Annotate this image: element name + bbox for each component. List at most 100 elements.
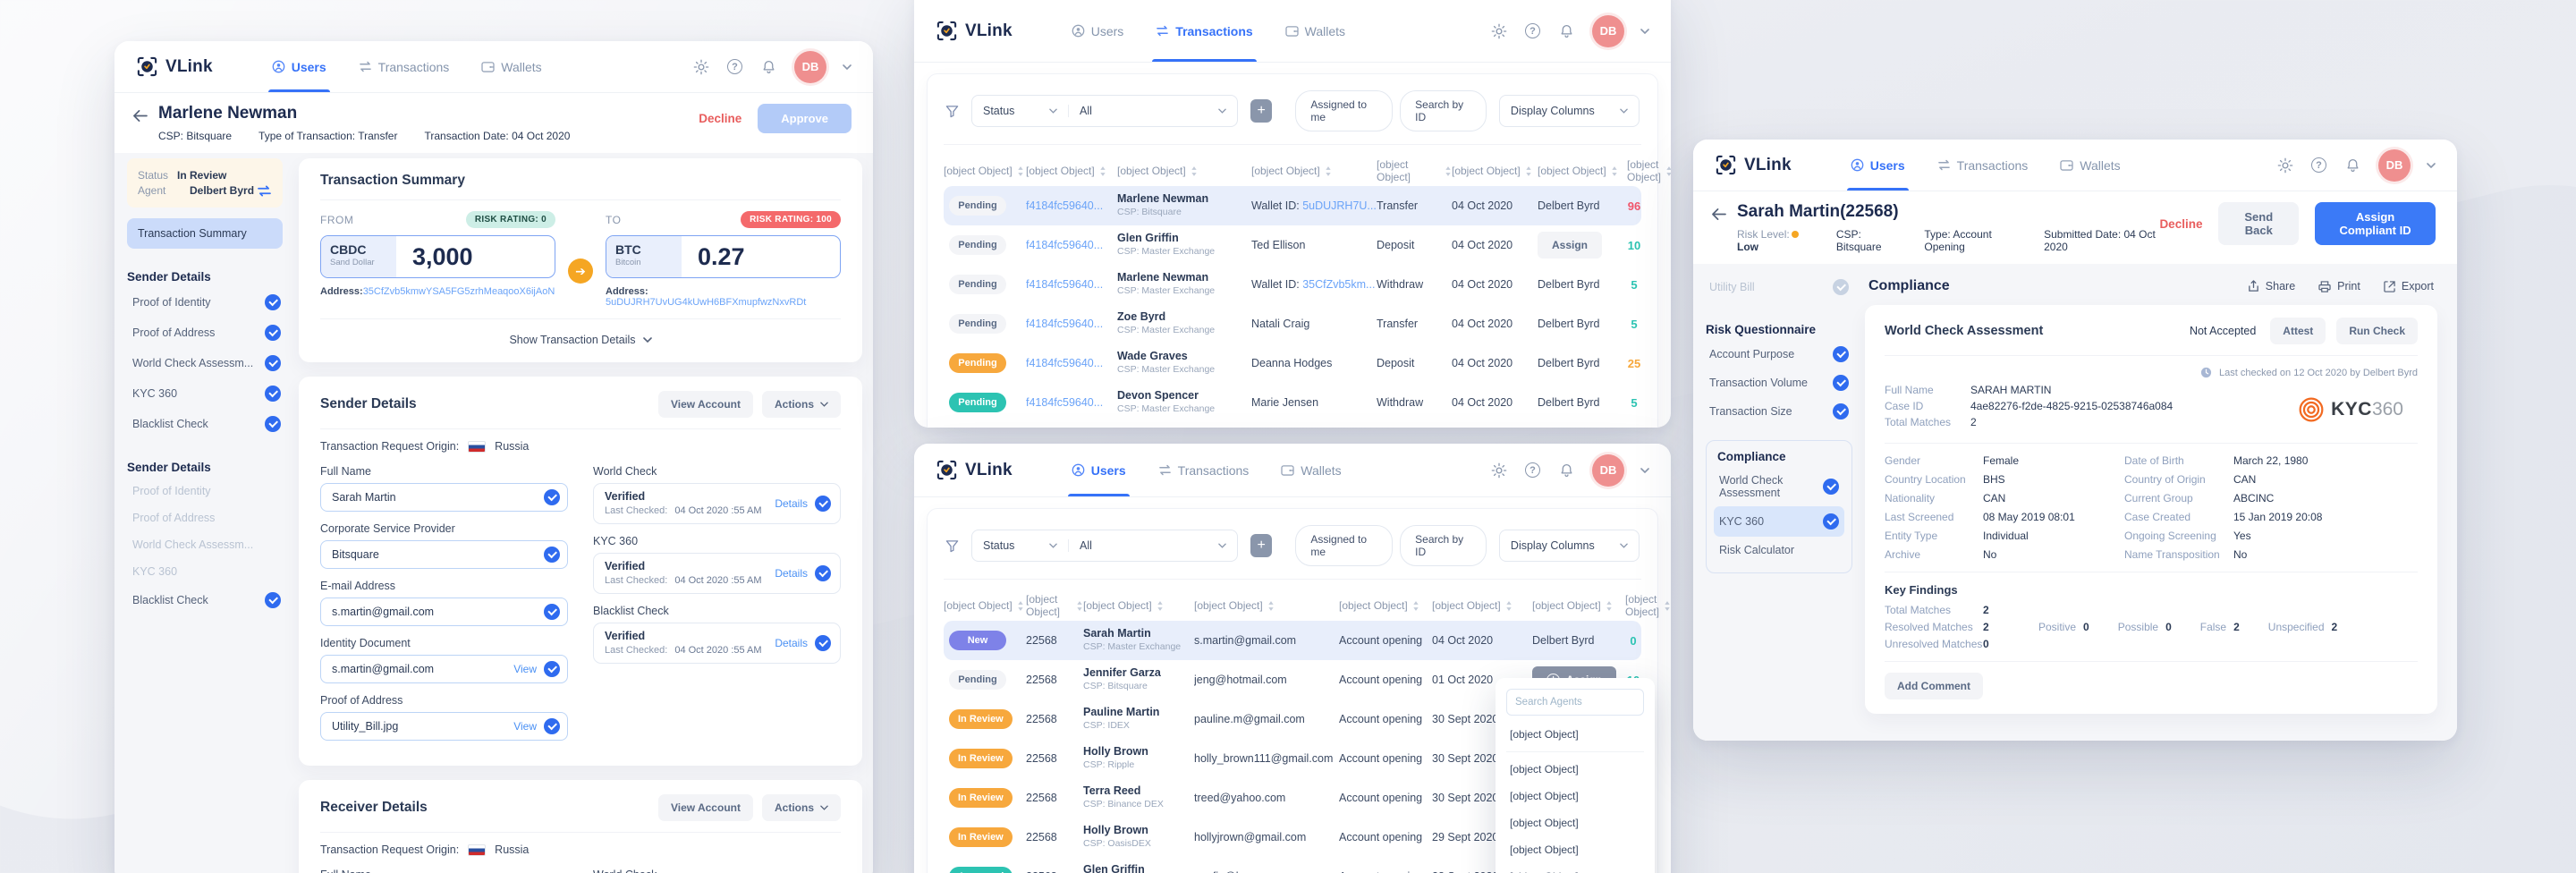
tab-users[interactable]: Users: [1067, 444, 1130, 496]
send-back-button[interactable]: Send Back: [2218, 202, 2300, 245]
sidebar-item-utility-bill[interactable]: Utility Bill: [1706, 273, 1852, 301]
tab-users[interactable]: Users: [1072, 0, 1123, 62]
table-row[interactable]: Pending f4184fc59640... Marlene Newman CS…: [944, 186, 1641, 225]
sidebar-item-transaction-summary[interactable]: Transaction Summary: [127, 218, 283, 249]
column-header[interactable]: [object Object]: [1377, 158, 1452, 183]
column-header[interactable]: [object Object]: [944, 599, 1026, 612]
chevron-down-icon[interactable]: [843, 64, 852, 70]
column-header[interactable]: [object Object]: [1339, 599, 1432, 612]
print-button[interactable]: Print: [2318, 280, 2360, 292]
actions-button[interactable]: Actions: [761, 391, 841, 418]
help-icon[interactable]: ?: [727, 59, 742, 74]
status-filter-dropdown[interactable]: Status: [972, 539, 1069, 552]
column-header[interactable]: [object Object]: [1026, 593, 1083, 618]
export-button[interactable]: Export: [2384, 280, 2434, 292]
notifications-icon[interactable]: [1556, 461, 1576, 480]
run-check-button[interactable]: Run Check: [2336, 318, 2418, 344]
column-header[interactable]: [object Object]: [1532, 599, 1625, 612]
sidebar-checklist-item[interactable]: Blacklist Check: [127, 585, 283, 615]
sidebar-checklist-item[interactable]: Blacklist Check: [127, 409, 283, 439]
settings-icon[interactable]: [1489, 21, 1509, 41]
column-header[interactable]: [object Object]: [1026, 165, 1117, 177]
chevron-down-icon[interactable]: [2427, 162, 2436, 168]
avatar[interactable]: DB: [794, 50, 826, 83]
help-icon[interactable]: ?: [1525, 23, 1540, 38]
share-button[interactable]: Share: [2248, 280, 2295, 292]
add-filter-button[interactable]: +: [1250, 534, 1273, 557]
column-header[interactable]: [object Object]: [1194, 599, 1339, 612]
view-link[interactable]: View: [513, 663, 537, 675]
field-input[interactable]: s.martin@gmail.com View: [320, 655, 568, 683]
txid-link[interactable]: f4184fc59640...: [1026, 199, 1104, 212]
sidebar-checklist-item[interactable]: KYC 360: [127, 378, 283, 409]
sidebar-checklist-item[interactable]: Transaction Size: [1706, 397, 1852, 426]
settings-icon[interactable]: [2275, 156, 2295, 175]
show-transaction-details[interactable]: Show Transaction Details: [320, 330, 841, 348]
table-row[interactable]: Pending f4184fc59640... Wade Graves CSP: …: [944, 343, 1641, 383]
settings-icon[interactable]: [691, 57, 711, 77]
table-row[interactable]: Pending f4184fc59640... Zoe Byrd CSP: Mas…: [944, 304, 1641, 343]
display-columns-dropdown[interactable]: Display Columns: [1498, 530, 1640, 562]
table-row[interactable]: In Review 22568 Holly Brown CSP: Ripple h…: [944, 739, 1641, 778]
actions-button[interactable]: Actions: [761, 794, 841, 821]
avatar[interactable]: DB: [1592, 453, 1624, 487]
sidebar-checklist-item[interactable]: Proof of Identity: [132, 485, 211, 497]
field-input[interactable]: Utility_Bill.jpg View: [320, 712, 568, 741]
tab-wallets[interactable]: Wallets: [1285, 0, 1345, 62]
wallet-id-link[interactable]: 5uDUJRH7U...: [1302, 199, 1377, 212]
decline-button[interactable]: Decline: [699, 112, 742, 125]
search-by-id-filter[interactable]: Search by ID: [1400, 90, 1487, 131]
agent-option[interactable]: [object Object]: [1506, 721, 1644, 752]
swap-agent-icon[interactable]: [257, 185, 272, 197]
column-header[interactable]: [object Object]: [944, 165, 1026, 177]
column-header[interactable]: [object Object]: [1251, 165, 1377, 177]
add-comment-button[interactable]: Add Comment: [1885, 673, 1983, 699]
tab-transactions[interactable]: Transactions: [359, 41, 449, 92]
approve-button[interactable]: Approve: [758, 104, 852, 133]
column-header[interactable]: [object Object]: [1117, 165, 1251, 177]
attest-button[interactable]: Attest: [2270, 318, 2326, 344]
view-link[interactable]: View: [513, 720, 537, 733]
wallet-id-link[interactable]: 35CfZvb5km...: [1302, 278, 1376, 291]
tab-transactions[interactable]: Transactions: [1152, 0, 1258, 62]
column-header[interactable]: [object Object]: [1625, 593, 1671, 618]
agent-option[interactable]: [object Object]: [1510, 843, 1579, 856]
assign-button[interactable]: Assign: [1538, 232, 1603, 259]
notifications-icon[interactable]: [1556, 21, 1576, 41]
column-header[interactable]: [object Object]: [1432, 599, 1532, 612]
txid-link[interactable]: f4184fc59640...: [1026, 357, 1104, 369]
txid-link[interactable]: f4184fc59640...: [1026, 396, 1104, 409]
sidebar-checklist-item[interactable]: Account Purpose: [1706, 340, 1852, 369]
notifications-icon[interactable]: [2343, 156, 2362, 175]
status-filter-dropdown[interactable]: Status: [972, 105, 1069, 117]
column-header[interactable]: [object Object]: [1627, 158, 1671, 183]
search-agents-input[interactable]: [1506, 689, 1644, 716]
back-icon[interactable]: [132, 109, 148, 123]
status-value-dropdown[interactable]: All: [1069, 539, 1237, 552]
tab-users[interactable]: Users: [267, 41, 330, 92]
view-account-button[interactable]: View Account: [657, 794, 753, 821]
assign-compliant-id-button[interactable]: Assign Compliant ID: [2315, 202, 2436, 245]
column-header[interactable]: [object Object]: [1083, 599, 1194, 612]
view-account-button[interactable]: View Account: [657, 391, 753, 418]
table-row[interactable]: Pending f4184fc59640... Marlene Newman CS…: [944, 265, 1641, 304]
back-icon[interactable]: [1711, 208, 1726, 221]
add-filter-button[interactable]: +: [1250, 99, 1273, 123]
chevron-down-icon[interactable]: [1640, 28, 1649, 34]
agent-option[interactable]: [object Object]: [1510, 763, 1579, 776]
help-icon[interactable]: ?: [2311, 157, 2326, 173]
table-row[interactable]: Pending f4184fc59640... Glen Griffin CSP:…: [944, 225, 1641, 265]
help-icon[interactable]: ?: [1525, 462, 1540, 478]
avatar[interactable]: DB: [2378, 148, 2411, 182]
assigned-to-me-filter[interactable]: Assigned to me: [1295, 525, 1394, 566]
settings-icon[interactable]: [1489, 461, 1509, 480]
to-address-link[interactable]: 5uDUJRH7UvUG4kUwH6BFXmupfwzNxvRDt: [606, 297, 807, 308]
sidebar-checklist-item[interactable]: KYC 360: [1714, 506, 1844, 537]
sidebar-checklist-item[interactable]: World Check Assessm...: [127, 348, 283, 378]
filter-icon[interactable]: [945, 105, 959, 118]
tab-transactions[interactable]: Transactions: [1937, 140, 2028, 191]
agent-option[interactable]: [object Object]: [1506, 863, 1644, 873]
chevron-down-icon[interactable]: [1640, 467, 1649, 473]
status-value-dropdown[interactable]: All: [1069, 105, 1237, 117]
